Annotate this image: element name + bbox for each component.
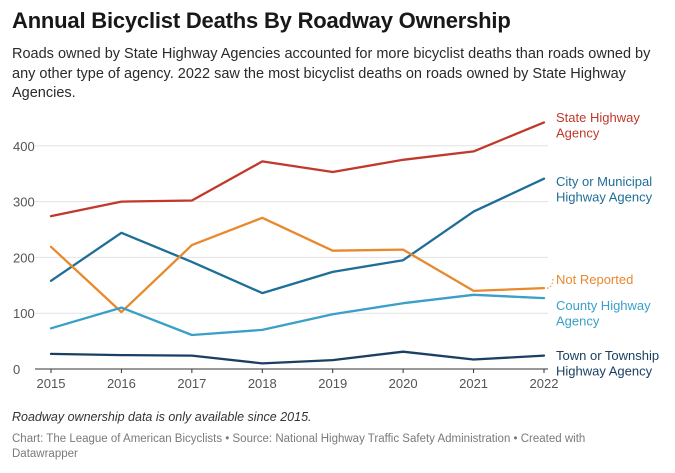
x-tick-label-2022: 2022 [530,376,559,391]
series-line-state-highway-agency [49,121,546,218]
data-availability-note: Roadway ownership data is only available… [12,410,312,424]
x-tick-label-2015: 2015 [37,376,66,391]
series-line-town-or-township-highway-agency [49,350,546,365]
y-tick-label-200: 200 [13,250,35,265]
chart-subtitle: Roads owned by State Highway Agencies ac… [12,46,651,101]
x-tick-label-2016: 2016 [107,376,136,391]
series-label-county-highway-agency-line-1: County Highway [556,298,651,313]
series-line-not-reported [49,216,546,314]
series-label-county-highway-agency-line-2: Agency [556,314,600,329]
series-label-city-or-municipal-highway-agency-line-1: City or Municipal [556,174,652,189]
chart-title: Annual Bicyclist Deaths By Roadway Owner… [12,8,511,33]
chart-footer: Chart: The League of American Bicyclists… [12,433,586,460]
x-tick-label-2021: 2021 [459,376,488,391]
series-label-not-reported-line-1: Not Reported [556,272,633,287]
y-tick-label-400: 400 [13,139,35,154]
y-tick-label-100: 100 [13,306,35,321]
label-connector-not-reported [546,278,554,289]
series-line-city-or-municipal-highway-agency [49,177,546,295]
series-line-county-highway-agency [49,293,546,337]
series-label-town-or-township-highway-agency-line-2: Highway Agency [556,364,653,379]
y-tick-label-0: 0 [13,362,20,377]
series-label-town-or-township-highway-agency-line-1: Town or Township [556,348,659,363]
x-tick-label-2020: 2020 [389,376,418,391]
series-label-state-highway-agency-line-2: Agency [556,126,600,141]
x-tick-label-2019: 2019 [318,376,347,391]
x-tick-label-2018: 2018 [248,376,277,391]
y-tick-label-300: 300 [13,195,35,210]
x-tick-label-2017: 2017 [177,376,206,391]
series-label-city-or-municipal-highway-agency-line-2: Highway Agency [556,190,653,205]
series-label-state-highway-agency-line-1: State Highway [556,110,640,125]
